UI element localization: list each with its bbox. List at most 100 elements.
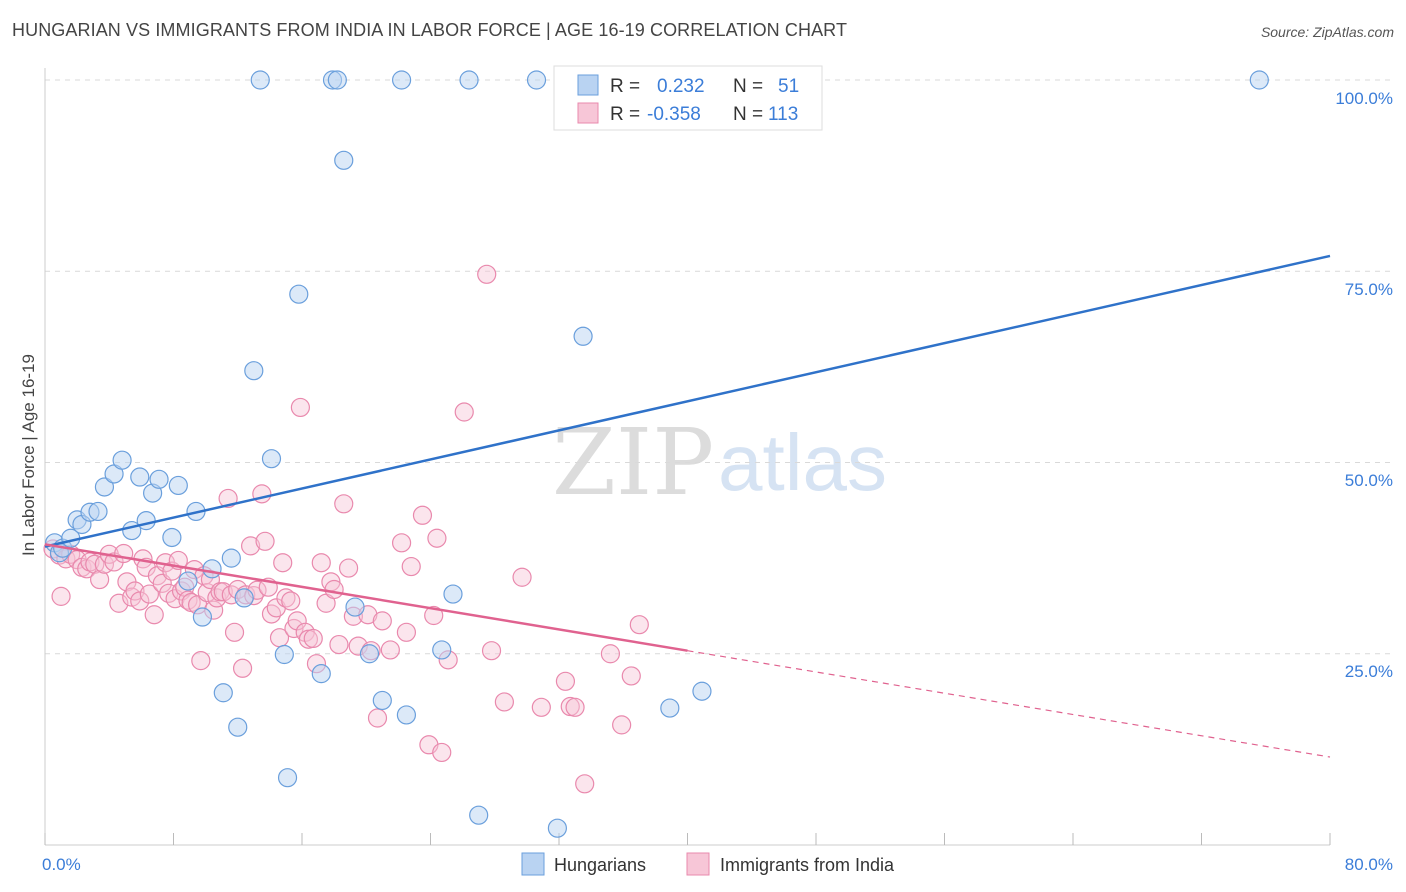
india-point bbox=[338, 558, 359, 578]
india-point bbox=[380, 640, 400, 660]
hungarian-point bbox=[162, 527, 182, 548]
india-point bbox=[303, 628, 323, 649]
hungarian-point bbox=[261, 449, 282, 469]
hungarian-point bbox=[526, 70, 547, 90]
hungarian-point bbox=[250, 70, 270, 90]
india-point bbox=[372, 611, 392, 631]
hungarian-point bbox=[228, 717, 248, 737]
india-point bbox=[629, 615, 649, 635]
india-point bbox=[255, 531, 275, 551]
hungarian-point bbox=[359, 644, 380, 664]
legend-r-value-hungarians: 0.232 bbox=[657, 76, 705, 97]
india-point bbox=[191, 651, 211, 671]
hungarian-point bbox=[277, 768, 298, 788]
series-legend-label-hungarians: Hungarians bbox=[554, 855, 646, 875]
x-tick-label-0: 0.0% bbox=[42, 855, 81, 874]
india-point bbox=[232, 658, 253, 678]
watermark-atlas: atlas bbox=[718, 418, 887, 507]
hungarian-point bbox=[327, 70, 347, 90]
stats-legend-box bbox=[553, 65, 823, 131]
hungarian-point bbox=[1249, 70, 1269, 90]
y-axis-title: In Labor Force | Age 16-19 bbox=[19, 354, 38, 556]
legend-n-label-india: N = bbox=[733, 104, 763, 125]
india-point bbox=[85, 554, 105, 574]
legend-n-value-india: 113 bbox=[768, 104, 798, 125]
india-point bbox=[125, 581, 145, 601]
hungarian-point bbox=[573, 326, 593, 346]
india-point bbox=[241, 536, 261, 556]
india-point bbox=[432, 742, 452, 763]
y-tick-label-50: 50.0% bbox=[1345, 471, 1393, 490]
india-point bbox=[334, 494, 354, 514]
india-point bbox=[311, 553, 331, 573]
india-point bbox=[367, 708, 388, 728]
india-trend-line bbox=[44, 543, 688, 652]
india-point bbox=[396, 622, 417, 642]
india-point bbox=[139, 584, 160, 604]
hungarian-point bbox=[136, 511, 156, 531]
legend-r-value-india: -0.358 bbox=[647, 104, 701, 125]
hungarian-point bbox=[372, 690, 392, 711]
legend-swatch-hungarians bbox=[577, 74, 599, 96]
series-legend-label-india: Immigrants from India bbox=[720, 855, 895, 875]
hungarian-point bbox=[345, 597, 365, 617]
y-tick-label-100: 100.0% bbox=[1335, 89, 1393, 108]
india-point bbox=[512, 567, 532, 587]
india-point bbox=[412, 505, 433, 525]
india-point bbox=[621, 666, 641, 686]
hungarian-point bbox=[391, 70, 412, 90]
hungarian-point bbox=[221, 548, 241, 568]
series-legend: Hungarians Immigrants from India bbox=[521, 852, 895, 876]
india-point bbox=[612, 715, 632, 735]
series-legend-swatch-hungarians bbox=[521, 852, 545, 876]
india-point bbox=[494, 692, 514, 712]
hungarian-point bbox=[660, 698, 680, 718]
legend-r-label-hungarians: R = bbox=[610, 76, 640, 97]
india-point bbox=[424, 605, 444, 626]
hungarian-point bbox=[459, 70, 479, 90]
india-point bbox=[178, 590, 198, 610]
hungarian-point bbox=[432, 640, 452, 660]
series-legend-swatch-india bbox=[686, 852, 710, 876]
legend-swatch-india bbox=[577, 102, 599, 124]
y-tick-label-75: 75.0% bbox=[1345, 280, 1393, 299]
legend-n-label-hungarians: N = bbox=[733, 76, 763, 97]
india-point bbox=[51, 586, 71, 606]
india-point bbox=[114, 543, 134, 564]
india-point bbox=[427, 528, 447, 548]
chart-title: HUNGARIAN VS IMMIGRANTS FROM INDIA IN LA… bbox=[12, 20, 848, 40]
india-point bbox=[477, 264, 497, 284]
stats-legend: R = 0.232 N = 51 R = -0.358 N = 113 bbox=[553, 65, 823, 131]
legend-r-label-india: R = bbox=[610, 104, 640, 125]
chart-source: Source: ZipAtlas.com bbox=[1260, 24, 1394, 40]
x-tick-label-80: 80.0% bbox=[1345, 855, 1393, 874]
hungarian-point bbox=[213, 683, 233, 703]
hungarian-point bbox=[396, 705, 417, 725]
india-point bbox=[287, 611, 307, 631]
hungarian-point bbox=[234, 588, 254, 608]
hungarian-points bbox=[45, 70, 1269, 838]
hungarian-point bbox=[289, 284, 309, 304]
india-point bbox=[555, 671, 576, 691]
hungarian-point bbox=[88, 501, 108, 522]
hungarian-point bbox=[547, 818, 567, 838]
hungarian-point bbox=[443, 584, 463, 604]
hungarian-point bbox=[192, 607, 213, 627]
hungarian-point bbox=[168, 475, 188, 496]
india-point bbox=[130, 591, 150, 611]
india-point bbox=[531, 697, 551, 717]
india-point bbox=[224, 622, 245, 642]
india-point bbox=[144, 605, 164, 625]
hungarian-point bbox=[130, 467, 150, 487]
hungarian-point bbox=[178, 571, 198, 591]
india-point bbox=[329, 634, 349, 655]
hungarian-point bbox=[469, 805, 489, 825]
trend-lines bbox=[44, 254, 1331, 758]
hungarian-point bbox=[692, 681, 712, 701]
legend-n-value-hungarians: 51 bbox=[778, 76, 799, 97]
hungarian-point bbox=[334, 150, 354, 170]
india-point bbox=[454, 402, 474, 422]
india-point bbox=[391, 533, 412, 553]
hungarian-point bbox=[244, 361, 264, 381]
